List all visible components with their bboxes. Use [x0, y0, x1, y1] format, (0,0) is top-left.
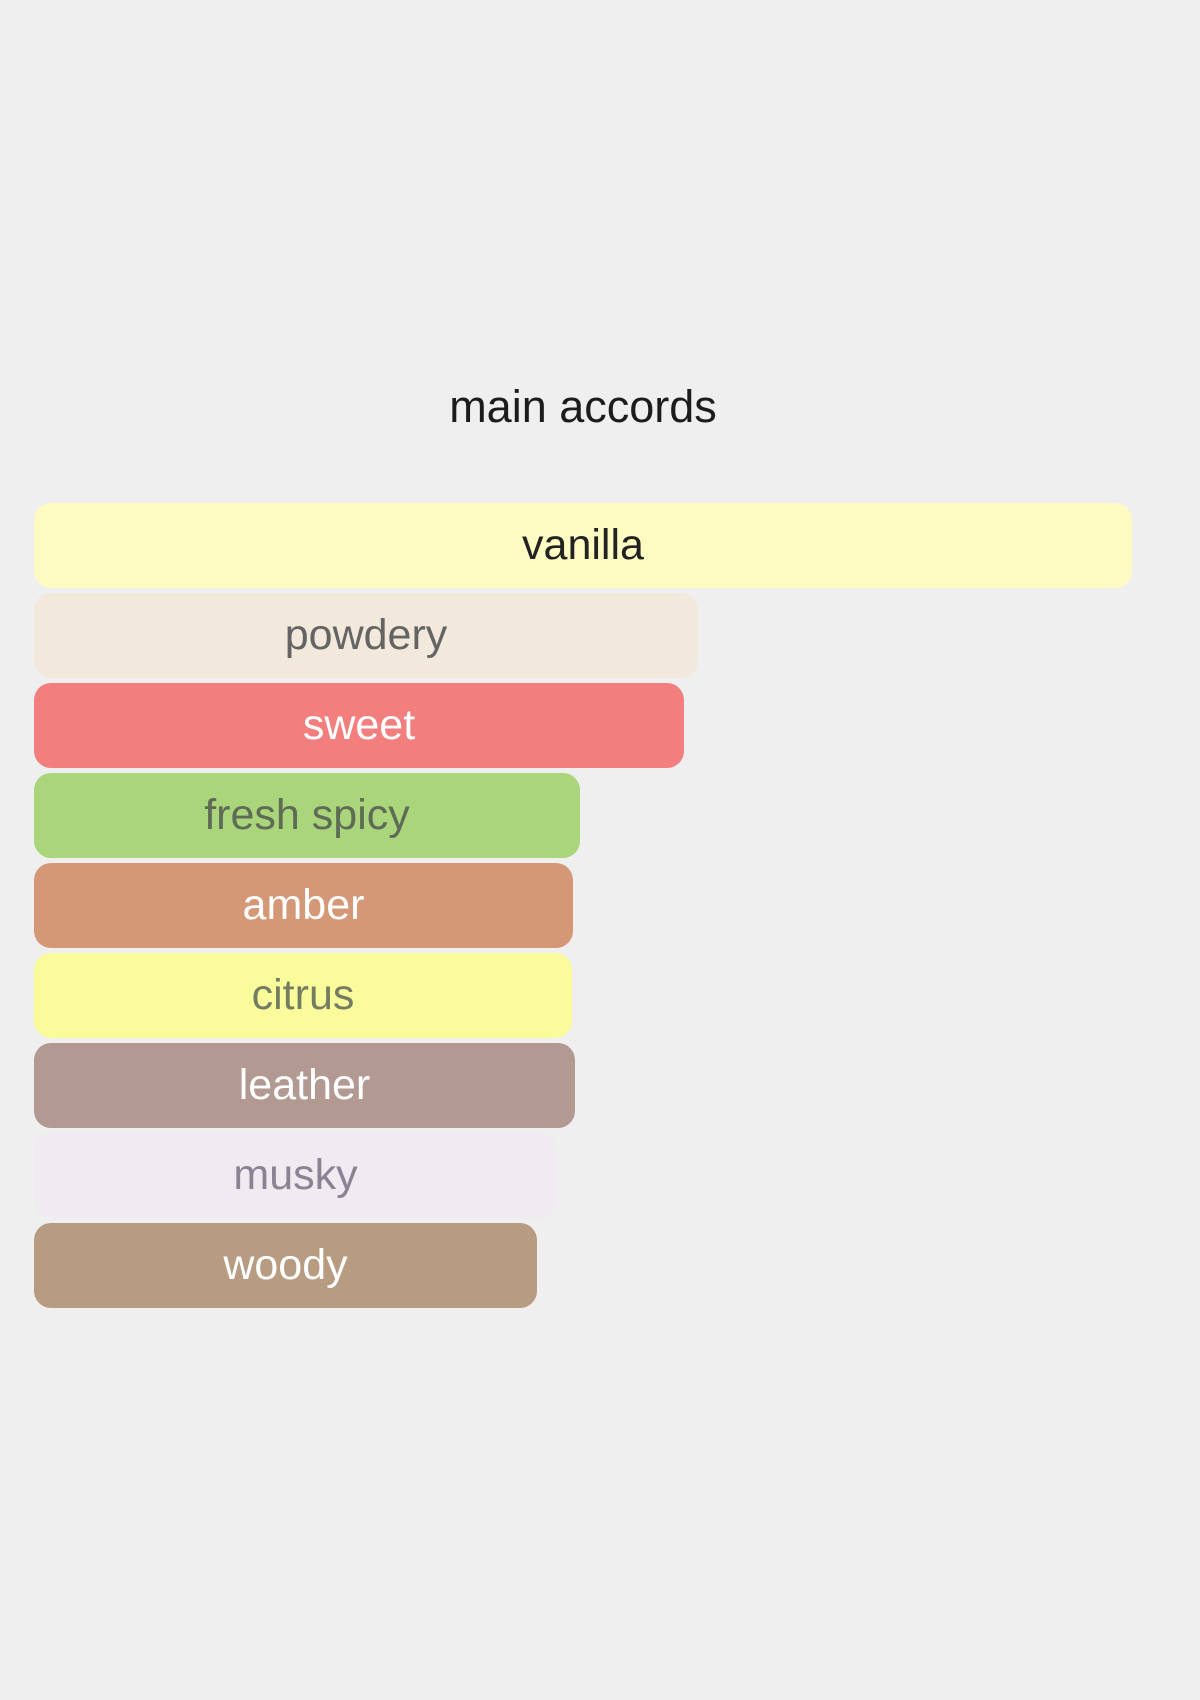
accord-label: sweet [302, 700, 416, 749]
accord-bar-sweet: sweet [34, 682, 684, 768]
accord-label: vanilla [522, 520, 644, 569]
accord-label: powdery [284, 610, 448, 659]
main-accords-panel: main accords vanilla powdery sweet fresh sp… [34, 381, 1132, 1308]
accord-bars: vanilla powdery sweet fresh spicy amber citru… [34, 502, 1132, 1308]
accord-bar-musky: musky [34, 1132, 557, 1218]
accord-label: musky [233, 1150, 358, 1199]
accord-label: citrus [251, 970, 355, 1019]
accord-bar-citrus: citrus [34, 952, 572, 1038]
accord-bar-vanilla: vanilla [34, 502, 1132, 588]
accord-bar-powdery: powdery [34, 592, 698, 678]
chart-title: main accords [449, 381, 717, 432]
accord-bar-amber: amber [34, 862, 573, 948]
accord-label: fresh spicy [204, 790, 410, 839]
accord-label: leather [238, 1060, 371, 1109]
accord-bar-fresh-spicy: fresh spicy [34, 772, 580, 858]
accord-bar-woody: woody [34, 1222, 537, 1308]
accord-bar-leather: leather [34, 1042, 575, 1128]
accord-label: amber [242, 880, 365, 929]
accord-label: woody [223, 1240, 348, 1289]
